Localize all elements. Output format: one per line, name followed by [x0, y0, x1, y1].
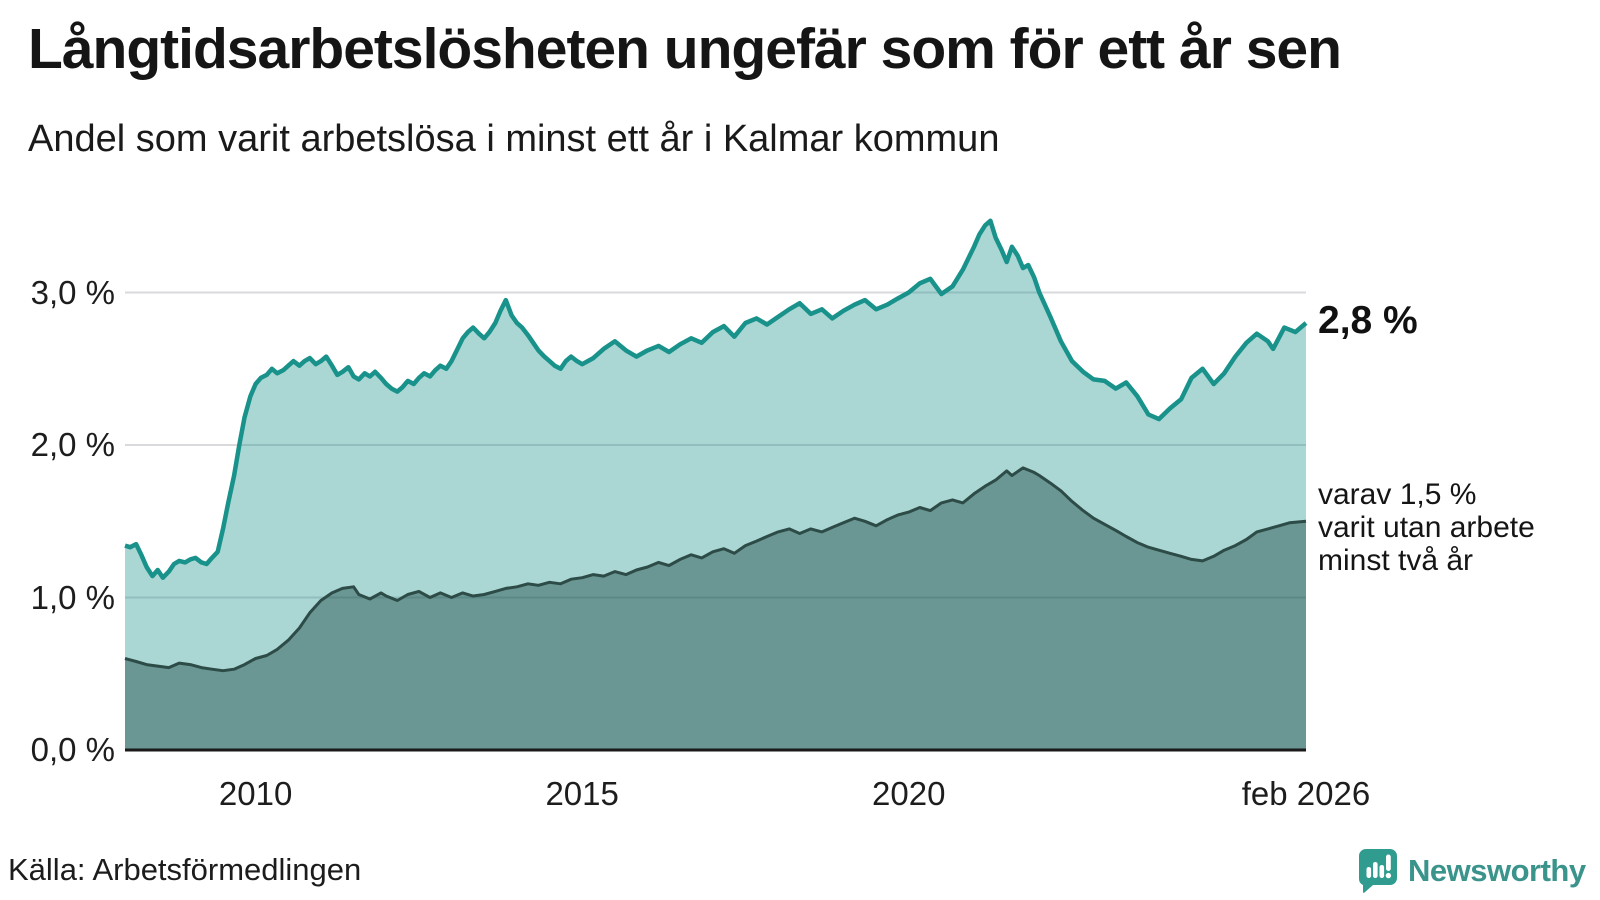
newsworthy-wordmark: Newsworthy [1408, 852, 1586, 888]
newsworthy-bubble-icon [1359, 849, 1397, 893]
page-title: Långtidsarbetslösheten ungefär som för e… [28, 17, 1342, 81]
x-tick-label: feb 2026 [1241, 775, 1371, 812]
y-tick-label: 2,0 % [30, 426, 115, 463]
two-year-annotation-line2: varit utan arbete [1318, 511, 1535, 544]
x-tick-label: 2020 [872, 775, 946, 812]
newsworthy-logo: Newsworthy [1358, 848, 1586, 893]
y-tick-label: 3,0 % [30, 273, 115, 311]
page-subtitle: Andel som varit arbetslösa i minst ett å… [28, 118, 1000, 160]
x-tick-label: 2015 [545, 775, 619, 812]
source-note: Källa: Arbetsförmedlingen [8, 852, 362, 887]
two-year-annotation-line3: minst två år [1318, 544, 1474, 577]
y-tick-label: 0,0 % [30, 731, 115, 768]
y-tick-label: 1,0 % [30, 578, 115, 616]
x-tick-label: 2010 [218, 775, 293, 812]
two-year-annotation-line1: varav 1,5 % [1318, 478, 1477, 511]
latest-value-label: 2,8 % [1318, 299, 1418, 342]
